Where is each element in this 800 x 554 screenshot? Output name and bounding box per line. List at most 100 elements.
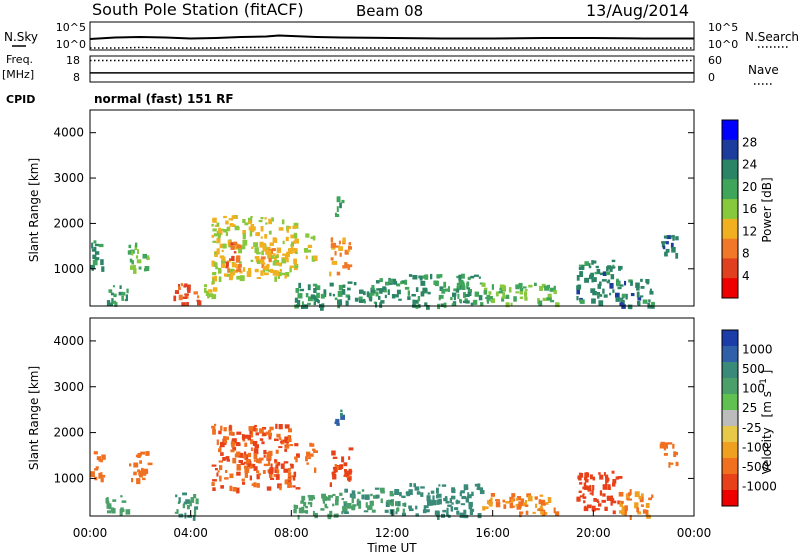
echo-cell	[238, 247, 243, 254]
echo-cell	[423, 505, 427, 511]
echo-cell	[276, 273, 280, 277]
echo-cell	[225, 261, 229, 267]
echo-cell	[268, 230, 272, 235]
echo-cell	[595, 508, 600, 511]
svg-text:Velocity [m s: Velocity [m s -1 ]	[755, 370, 774, 475]
echo-cell	[305, 233, 310, 238]
echo-cell	[598, 472, 601, 475]
echo-cell	[460, 280, 464, 283]
echo-cell	[594, 271, 598, 275]
echo-cell	[545, 502, 549, 505]
echo-cell	[607, 279, 611, 283]
echo-cell	[330, 257, 334, 261]
echo-cell	[344, 249, 349, 255]
echo-cell	[178, 497, 181, 503]
echo-cell	[295, 456, 298, 463]
echo-cell	[628, 492, 631, 496]
echo-cell	[278, 262, 283, 267]
echo-cell	[287, 472, 292, 478]
echo-cell	[232, 487, 237, 492]
echo-cell	[225, 265, 229, 269]
echo-cell	[307, 249, 312, 253]
echo-cell	[247, 434, 252, 441]
echo-cell	[262, 470, 266, 474]
echo-cell	[375, 302, 378, 308]
echo-cell	[313, 450, 318, 453]
echo-cell	[604, 506, 608, 511]
echo-cell	[329, 292, 332, 297]
echo-cell	[268, 258, 272, 263]
echo-cell	[214, 276, 217, 282]
echo-cell	[142, 470, 147, 476]
echo-cell	[290, 245, 294, 250]
echo-cell	[289, 267, 292, 273]
freq-tick-top: 18	[66, 54, 80, 67]
echo-cell	[228, 431, 234, 436]
echo-cell	[213, 262, 218, 267]
echo-cell	[464, 298, 468, 301]
echo-cell	[339, 202, 342, 209]
echo-cell	[309, 453, 314, 457]
echo-cell	[125, 509, 131, 515]
echo-cell	[637, 511, 642, 515]
echo-cell	[617, 286, 622, 290]
echo-cell	[303, 501, 307, 507]
echo-cell	[446, 507, 449, 513]
echo-cell	[665, 241, 669, 245]
echo-cell	[534, 496, 538, 500]
echo-cell	[348, 447, 354, 451]
colorbar-segment	[722, 490, 738, 507]
echo-cell	[295, 288, 299, 293]
echo-cell	[584, 505, 587, 509]
echo-cell	[276, 463, 279, 469]
echo-cell	[307, 501, 313, 505]
echo-cell	[476, 487, 481, 490]
echo-cell	[204, 288, 207, 293]
echo-cell	[146, 255, 150, 261]
echo-cell	[296, 453, 300, 458]
echo-cell	[193, 291, 198, 295]
echo-cell	[289, 444, 293, 447]
echo-cell	[513, 296, 517, 302]
echo-cell	[383, 290, 387, 293]
echo-cell	[495, 499, 500, 502]
echo-cell	[333, 468, 337, 473]
echo-cell	[602, 493, 606, 497]
echo-cell	[250, 224, 255, 229]
echo-cell	[221, 249, 224, 253]
echo-cell	[243, 465, 249, 469]
echo-cell	[336, 466, 339, 470]
echo-cell	[225, 232, 228, 237]
echo-cell	[112, 499, 117, 502]
echo-cell	[422, 287, 428, 293]
echo-cell	[371, 285, 375, 290]
freq-unit: [MHz]	[2, 68, 34, 81]
echo-cell	[230, 242, 236, 246]
echo-cell	[121, 500, 127, 503]
echo-cell	[193, 494, 197, 499]
echo-cell	[211, 276, 215, 279]
echo-cell	[593, 277, 597, 282]
echo-cell	[376, 288, 381, 291]
echo-cell	[370, 292, 375, 296]
echo-cell	[672, 443, 675, 449]
echo-cell	[249, 429, 252, 435]
echo-cell	[254, 444, 259, 449]
echo-cell	[267, 460, 271, 466]
echo-cell	[447, 504, 452, 507]
echo-cell	[185, 499, 190, 504]
echo-cell	[254, 268, 259, 273]
echo-cell	[100, 472, 103, 478]
echo-cell	[610, 495, 613, 499]
colorbar-tick-label: 8	[742, 247, 750, 261]
echo-cell	[549, 299, 555, 303]
echo-cell	[389, 500, 393, 503]
echo-cell	[220, 441, 225, 448]
echo-cell	[249, 460, 252, 466]
nsky-frame	[89, 21, 695, 51]
velocity-ytick-label: 1000	[53, 471, 84, 485]
echo-cell	[598, 503, 602, 507]
echo-cell	[212, 217, 217, 223]
echo-cell	[286, 440, 289, 447]
